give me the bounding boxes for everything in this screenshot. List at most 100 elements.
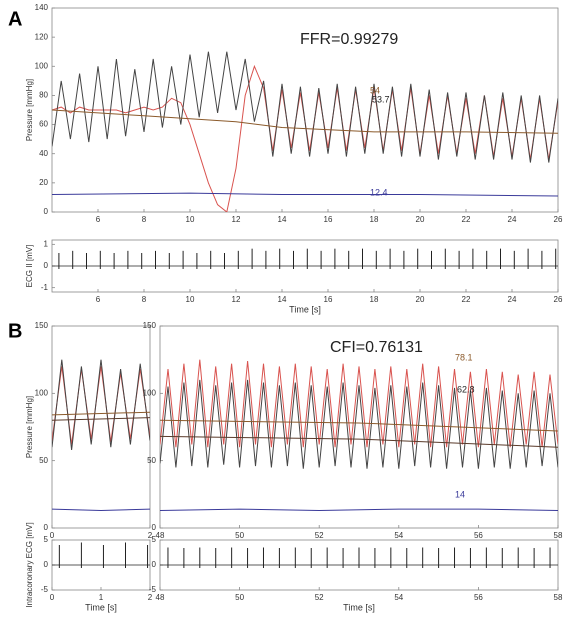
- x-tick-label: 14: [278, 215, 287, 224]
- x-tick-label: 26: [554, 215, 563, 224]
- x-tick-label: 1: [99, 593, 104, 602]
- annotation: 53.7: [372, 94, 390, 104]
- panel-label: A: [8, 8, 22, 30]
- x-tick-label: 6: [96, 215, 101, 224]
- x-tick-label: 14: [278, 295, 287, 304]
- x-tick-label: 2: [148, 531, 153, 540]
- y-tick-label: 0: [44, 560, 49, 569]
- annotation: 14: [455, 489, 465, 499]
- y-tick-label: 5: [44, 535, 49, 544]
- x-tick-label: 50: [235, 593, 244, 602]
- x-tick-label: 18: [370, 215, 379, 224]
- waveform: [52, 411, 150, 416]
- x-tick-label: 24: [508, 215, 517, 224]
- y-tick-label: -5: [149, 585, 157, 594]
- x-tick-label: 0: [50, 531, 55, 540]
- y-tick-label: 80: [39, 91, 48, 100]
- x-tick-label: 56: [474, 593, 483, 602]
- y-tick-label: 1: [44, 239, 49, 248]
- y-tick-label: -5: [41, 585, 49, 594]
- x-tick-label: 26: [554, 295, 563, 304]
- y-tick-label: 150: [35, 321, 49, 330]
- y-tick-label: 100: [35, 61, 49, 70]
- annotation: 54: [370, 85, 380, 95]
- x-tick-label: 18: [370, 295, 379, 304]
- y-tick-label: 100: [35, 388, 49, 397]
- x-tick-label: 54: [394, 531, 403, 540]
- annotation: 12.4: [370, 187, 388, 197]
- y-axis-label: Pressure [mmHg]: [25, 396, 34, 458]
- y-axis-label: ECG II [mV]: [25, 245, 34, 288]
- waveform: [52, 109, 558, 134]
- y-tick-label: 0: [44, 523, 49, 532]
- y-tick-label: 150: [143, 321, 157, 330]
- plot-area: [160, 547, 558, 568]
- waveform: [52, 508, 150, 512]
- y-tick-label: 0: [44, 207, 49, 216]
- x-tick-label: 0: [50, 593, 55, 602]
- y-tick-label: 0: [152, 560, 157, 569]
- annotation: CFI=0.76131: [330, 339, 423, 356]
- y-tick-label: 100: [143, 388, 157, 397]
- x-tick-label: 2: [148, 593, 153, 602]
- x-tick-label: 20: [416, 215, 425, 224]
- y-tick-label: 40: [39, 149, 48, 158]
- plot-area: [52, 359, 150, 512]
- x-tick-label: 54: [394, 593, 403, 602]
- y-tick-label: 50: [147, 456, 156, 465]
- y-tick-label: 50: [39, 456, 48, 465]
- x-axis-label: Time [s]: [289, 304, 321, 314]
- y-axis-label: Pressure [mmHg]: [25, 79, 34, 141]
- x-tick-label: 12: [232, 295, 241, 304]
- y-tick-label: 60: [39, 120, 48, 129]
- x-tick-label: 48: [156, 593, 165, 602]
- x-tick-label: 22: [462, 215, 471, 224]
- waveform: [160, 508, 558, 512]
- x-tick-label: 48: [156, 531, 165, 540]
- x-tick-label: 58: [554, 593, 563, 602]
- x-tick-label: 56: [474, 531, 483, 540]
- annotation: 62.8: [457, 384, 475, 394]
- x-tick-label: 8: [142, 215, 147, 224]
- waveform: [52, 417, 150, 421]
- plot-area: [52, 248, 558, 269]
- y-tick-label: 5: [152, 535, 157, 544]
- x-tick-label: 16: [324, 215, 333, 224]
- x-tick-label: 16: [324, 295, 333, 304]
- waveform: [160, 359, 558, 448]
- x-axis-label: Time [s]: [343, 602, 375, 612]
- y-tick-label: 20: [39, 178, 48, 187]
- y-tick-label: 120: [35, 32, 49, 41]
- plot-frame: [159, 325, 559, 529]
- x-tick-label: 12: [232, 215, 241, 224]
- plot-area: [160, 359, 558, 512]
- x-tick-label: 50: [235, 531, 244, 540]
- x-tick-label: 58: [554, 531, 563, 540]
- plot-area: [52, 51, 558, 212]
- y-axis-label: Intracoronary ECG [mV]: [25, 522, 34, 607]
- y-tick-label: 0: [152, 523, 157, 532]
- plot-frame: [51, 325, 151, 529]
- y-tick-label: 0: [44, 261, 49, 270]
- annotation: 78.1: [455, 352, 473, 362]
- waveform: [52, 51, 558, 163]
- x-tick-label: 24: [508, 295, 517, 304]
- x-tick-label: 10: [186, 295, 195, 304]
- y-tick-label: 140: [35, 3, 49, 12]
- x-axis-label: Time [s]: [85, 602, 117, 612]
- x-tick-label: 20: [416, 295, 425, 304]
- panel-label: B: [8, 320, 22, 342]
- x-tick-label: 22: [462, 295, 471, 304]
- waveform: [160, 435, 558, 448]
- annotation: FFR=0.99279: [300, 31, 398, 48]
- x-tick-label: 8: [142, 295, 147, 304]
- waveform: [52, 192, 558, 197]
- y-tick-label: -1: [41, 283, 49, 292]
- waveform: [160, 419, 558, 432]
- x-tick-label: 6: [96, 295, 101, 304]
- x-tick-label: 10: [186, 215, 195, 224]
- x-tick-label: 52: [315, 593, 324, 602]
- plot-area: [52, 542, 150, 568]
